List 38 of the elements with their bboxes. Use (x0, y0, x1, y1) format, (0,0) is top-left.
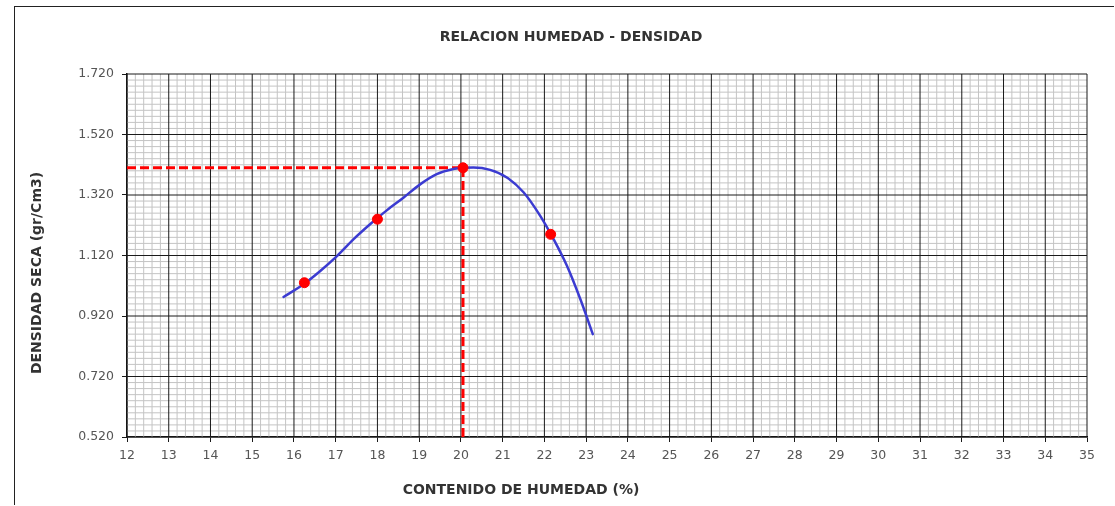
x-tick-label: 26 (703, 446, 720, 462)
x-tick-label: 19 (411, 446, 428, 462)
x-tick-label: 34 (1037, 446, 1054, 462)
x-tick-label: 22 (536, 446, 553, 462)
x-tick-label: 23 (578, 446, 595, 462)
chart-title: RELACION HUMEDAD - DENSIDAD (439, 27, 703, 44)
x-tick-label: 17 (327, 446, 344, 462)
x-tick-label: 13 (160, 446, 177, 462)
x-tick-label: 25 (661, 446, 678, 462)
y-tick-label: 1.320 (78, 186, 115, 202)
point (371, 213, 383, 225)
x-tick-label: 15 (244, 446, 261, 462)
x-tick-label: 21 (494, 446, 511, 462)
y-tick-label: 1.520 (78, 125, 115, 141)
x-tick-label: 20 (452, 446, 469, 462)
y-axis-title: DENSIDAD SECA (gr/Cm3) (27, 171, 44, 375)
x-axis-title: CONTENIDO DE HUMEDAD (%) (402, 480, 640, 497)
x-tick-label: 32 (953, 446, 970, 462)
x-tick-label: 24 (619, 446, 636, 462)
y-tick-label: 1.120 (78, 246, 115, 262)
x-tick-label: 18 (369, 446, 386, 462)
y-tick-label: 0.720 (78, 367, 115, 383)
point (298, 277, 310, 289)
x-tick-label: 12 (119, 446, 135, 462)
x-tick-label: 14 (202, 446, 219, 462)
x-tick-label: 28 (786, 446, 803, 462)
x-tick-label: 29 (828, 446, 845, 462)
x-tick-label: 33 (995, 446, 1012, 462)
y-tick-label: 1.720 (78, 65, 115, 81)
y-tick-label: 0.920 (78, 307, 115, 323)
point (545, 228, 557, 240)
y-tick-label: 0.520 (78, 428, 115, 444)
point (457, 162, 469, 174)
x-tick-label: 27 (745, 446, 762, 462)
x-tick-label: 30 (870, 446, 887, 462)
x-tick-label: 31 (912, 446, 928, 462)
x-tick-label: 35 (1079, 446, 1095, 462)
x-tick-label: 16 (286, 446, 302, 462)
